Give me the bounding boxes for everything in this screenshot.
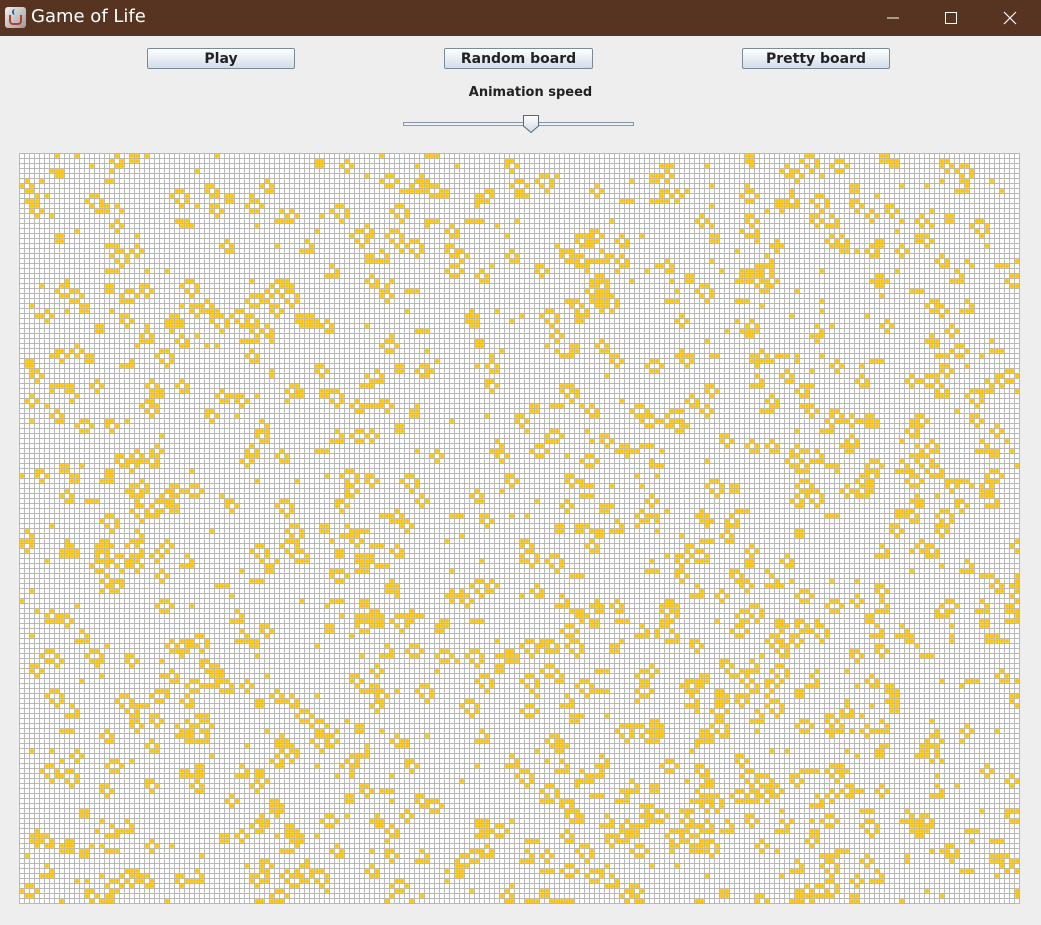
maximize-button[interactable] bbox=[922, 0, 980, 36]
animation-speed-label: Animation speed bbox=[468, 85, 593, 100]
life-board[interactable] bbox=[19, 153, 1020, 904]
random-board-button[interactable]: Random board bbox=[444, 48, 593, 69]
close-icon bbox=[1003, 11, 1017, 25]
java-app-icon bbox=[5, 7, 26, 28]
slider-track[interactable] bbox=[403, 122, 634, 126]
maximize-icon bbox=[945, 12, 957, 24]
minimize-icon bbox=[887, 17, 899, 19]
window-title: Game of Life bbox=[31, 6, 146, 27]
animation-speed-slider[interactable] bbox=[403, 114, 634, 134]
title-bar[interactable]: Game of Life bbox=[0, 0, 1041, 36]
play-button[interactable]: Play bbox=[147, 48, 295, 69]
close-button[interactable] bbox=[981, 0, 1039, 36]
pretty-board-button[interactable]: Pretty board bbox=[742, 48, 890, 69]
slider-thumb[interactable] bbox=[522, 114, 540, 134]
minimize-button[interactable] bbox=[864, 0, 922, 36]
live-cells-layer bbox=[19, 153, 1019, 903]
